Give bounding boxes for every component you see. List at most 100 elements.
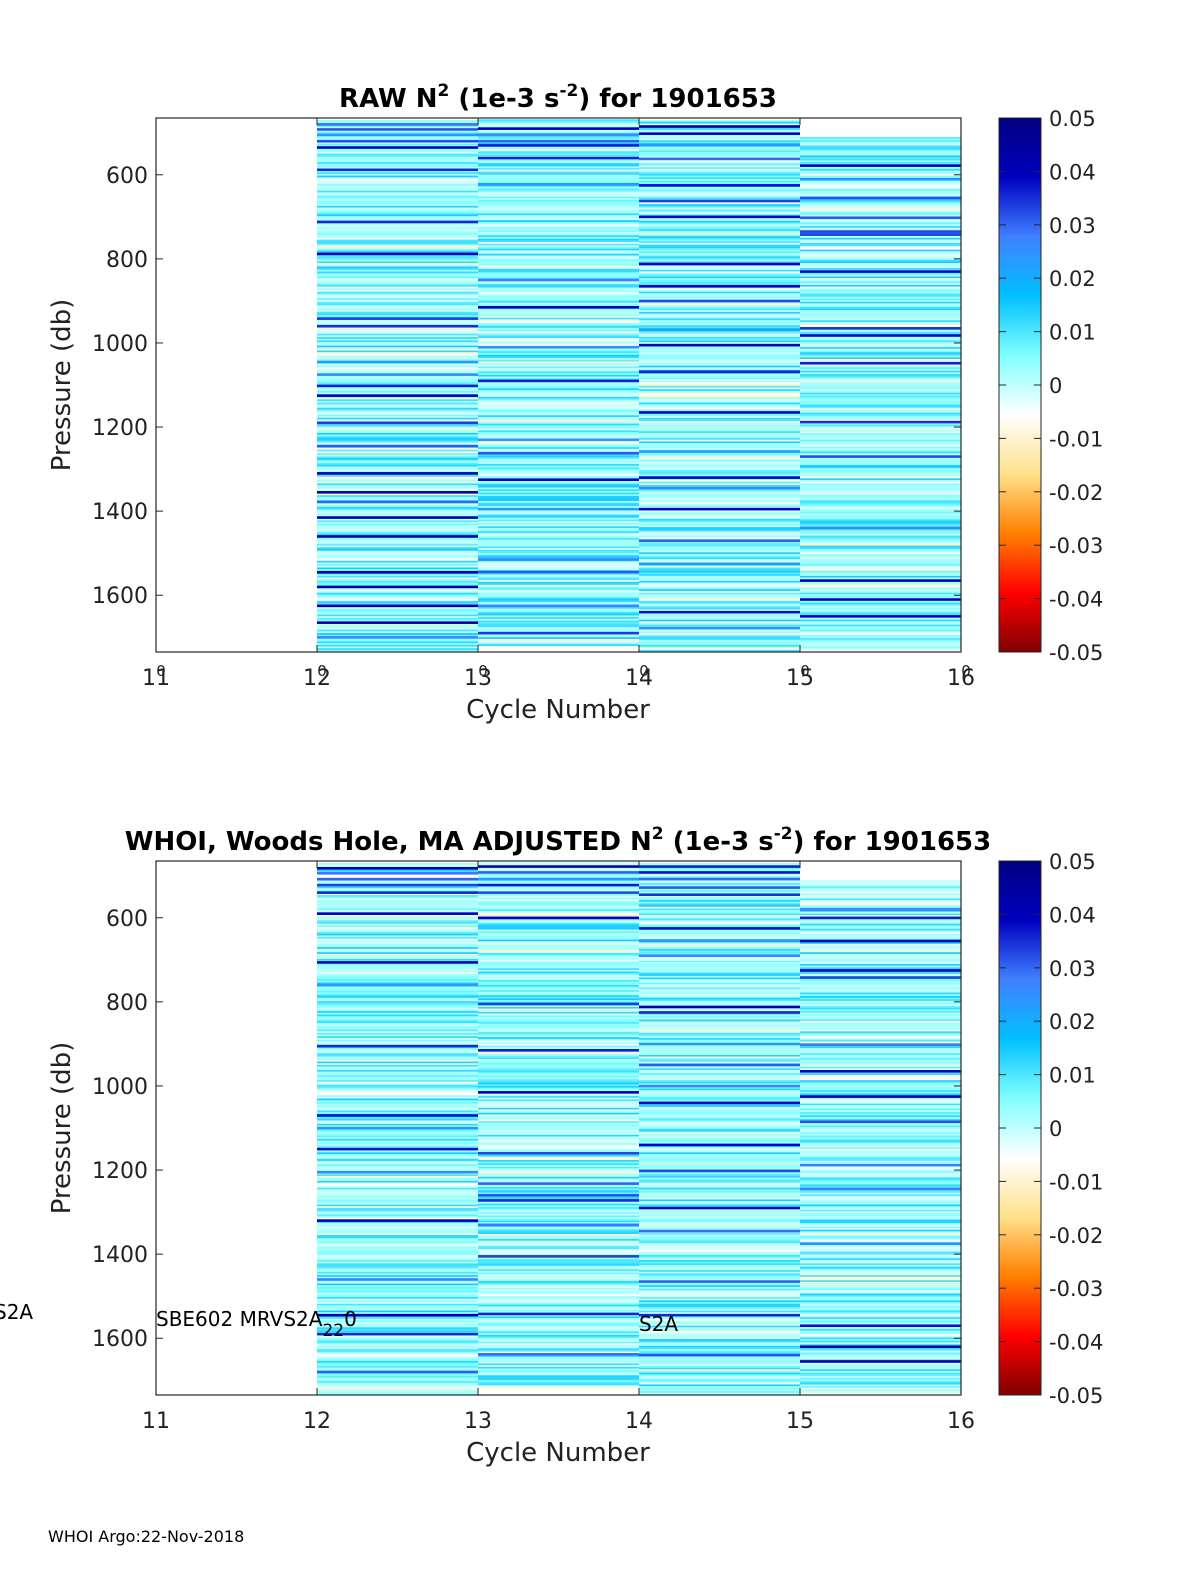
n2-cell — [800, 412, 961, 415]
n2-cell — [478, 1077, 639, 1080]
n2-cell — [317, 1128, 478, 1131]
n2-cell — [478, 630, 639, 633]
n2-cell — [478, 364, 639, 367]
n2-cell — [800, 266, 961, 269]
n2-cell — [478, 268, 639, 272]
n2-cell — [478, 1207, 639, 1210]
n2-strong-layer — [317, 1170, 478, 1174]
n2-cell — [639, 471, 800, 474]
n2-cell — [478, 1319, 639, 1322]
n2-cell — [800, 928, 961, 931]
n2-cell — [317, 1122, 478, 1125]
n2-strong-layer — [639, 1169, 800, 1173]
n2-cell — [478, 1010, 639, 1013]
n2-cell — [478, 440, 639, 443]
n2-cell — [478, 546, 639, 549]
n2-cell — [800, 1305, 961, 1308]
n2-cell — [800, 143, 961, 146]
n2-cell — [639, 1157, 800, 1160]
n2-cell — [639, 1177, 800, 1180]
n2-cell — [800, 964, 961, 967]
n2-cell — [639, 1184, 800, 1187]
n2-cell — [478, 393, 639, 396]
n2-cell — [317, 1357, 478, 1360]
n2-cell — [317, 1389, 478, 1392]
n2-cell — [317, 614, 478, 617]
n2-cell — [800, 1352, 961, 1355]
n2-cell — [478, 1326, 639, 1329]
n2-cell — [800, 631, 961, 634]
n2-cell — [639, 362, 800, 365]
n2-cell — [800, 1254, 961, 1258]
n2-cell — [639, 1325, 800, 1328]
n2-cell — [800, 360, 961, 363]
n2-cell — [639, 226, 800, 229]
n2-cell — [317, 1140, 478, 1143]
y-tick-label: 1400 — [92, 500, 148, 525]
n2-strong-layer — [317, 1278, 478, 1281]
n2-cell — [639, 937, 800, 940]
x-tick-label: 12 — [303, 1409, 331, 1434]
n2-cell — [800, 930, 961, 933]
n2-strong-layer — [317, 317, 478, 320]
n2-cell — [478, 1025, 639, 1028]
n2-cell — [478, 1016, 639, 1020]
n2-cell — [639, 960, 800, 963]
n2-cell — [317, 313, 478, 316]
n2-cell — [478, 243, 639, 246]
x-overlap-label: 0 — [961, 662, 971, 680]
n2-cell — [317, 1312, 478, 1315]
n2-cell — [639, 559, 800, 562]
n2-cell — [800, 1369, 961, 1372]
n2-cell — [317, 278, 478, 281]
n2-cell — [639, 1276, 800, 1279]
n2-cell — [478, 885, 639, 888]
n2-cell — [317, 1258, 478, 1261]
n2-strong-layer — [800, 455, 961, 458]
n2-cell — [800, 422, 961, 425]
n2-strong-layer — [800, 1187, 961, 1191]
n2-cell — [478, 1027, 639, 1030]
n2-cell — [639, 185, 800, 188]
n2-cell — [639, 1386, 800, 1389]
n2-strong-layer — [317, 168, 478, 172]
n2-cell — [317, 160, 478, 163]
n2-cell — [478, 178, 639, 181]
n2-cell — [639, 409, 800, 412]
n2-strong-layer — [639, 143, 800, 146]
n2-cell — [478, 385, 639, 388]
n2-cell — [317, 584, 478, 587]
n2-cell — [800, 1054, 961, 1057]
n2-cell — [639, 189, 800, 192]
n2-cell — [478, 600, 639, 603]
n2-cell — [478, 1242, 639, 1245]
n2-cell — [800, 1004, 961, 1007]
n2-cell — [639, 641, 800, 644]
n2-cell — [639, 1288, 800, 1291]
n2-cell — [800, 1379, 961, 1382]
n2-cell — [639, 890, 800, 893]
n2-cell — [317, 1379, 478, 1382]
n2-cell — [800, 185, 961, 188]
n2-cell — [639, 1108, 800, 1111]
n2-cell — [317, 1164, 478, 1167]
n2-cell — [478, 1343, 639, 1346]
n2-cell — [478, 1237, 639, 1240]
n2-cell — [639, 178, 800, 182]
n2-cell — [478, 1111, 639, 1114]
n2-cell — [800, 589, 961, 592]
n2-cell — [800, 1152, 961, 1155]
n2-cell — [478, 225, 639, 228]
n2-cell — [639, 881, 800, 884]
n2-cell — [639, 1021, 800, 1024]
n2-cell — [478, 383, 639, 386]
n2-cell — [800, 469, 961, 473]
n2-cell — [317, 436, 478, 439]
n2-cell — [800, 372, 961, 375]
n2-cell — [800, 1258, 961, 1261]
n2-cell — [478, 1158, 639, 1161]
n2-cell — [317, 320, 478, 323]
n2-cell — [639, 550, 800, 553]
n2-cell — [478, 1186, 639, 1189]
n2-cell — [317, 412, 478, 415]
